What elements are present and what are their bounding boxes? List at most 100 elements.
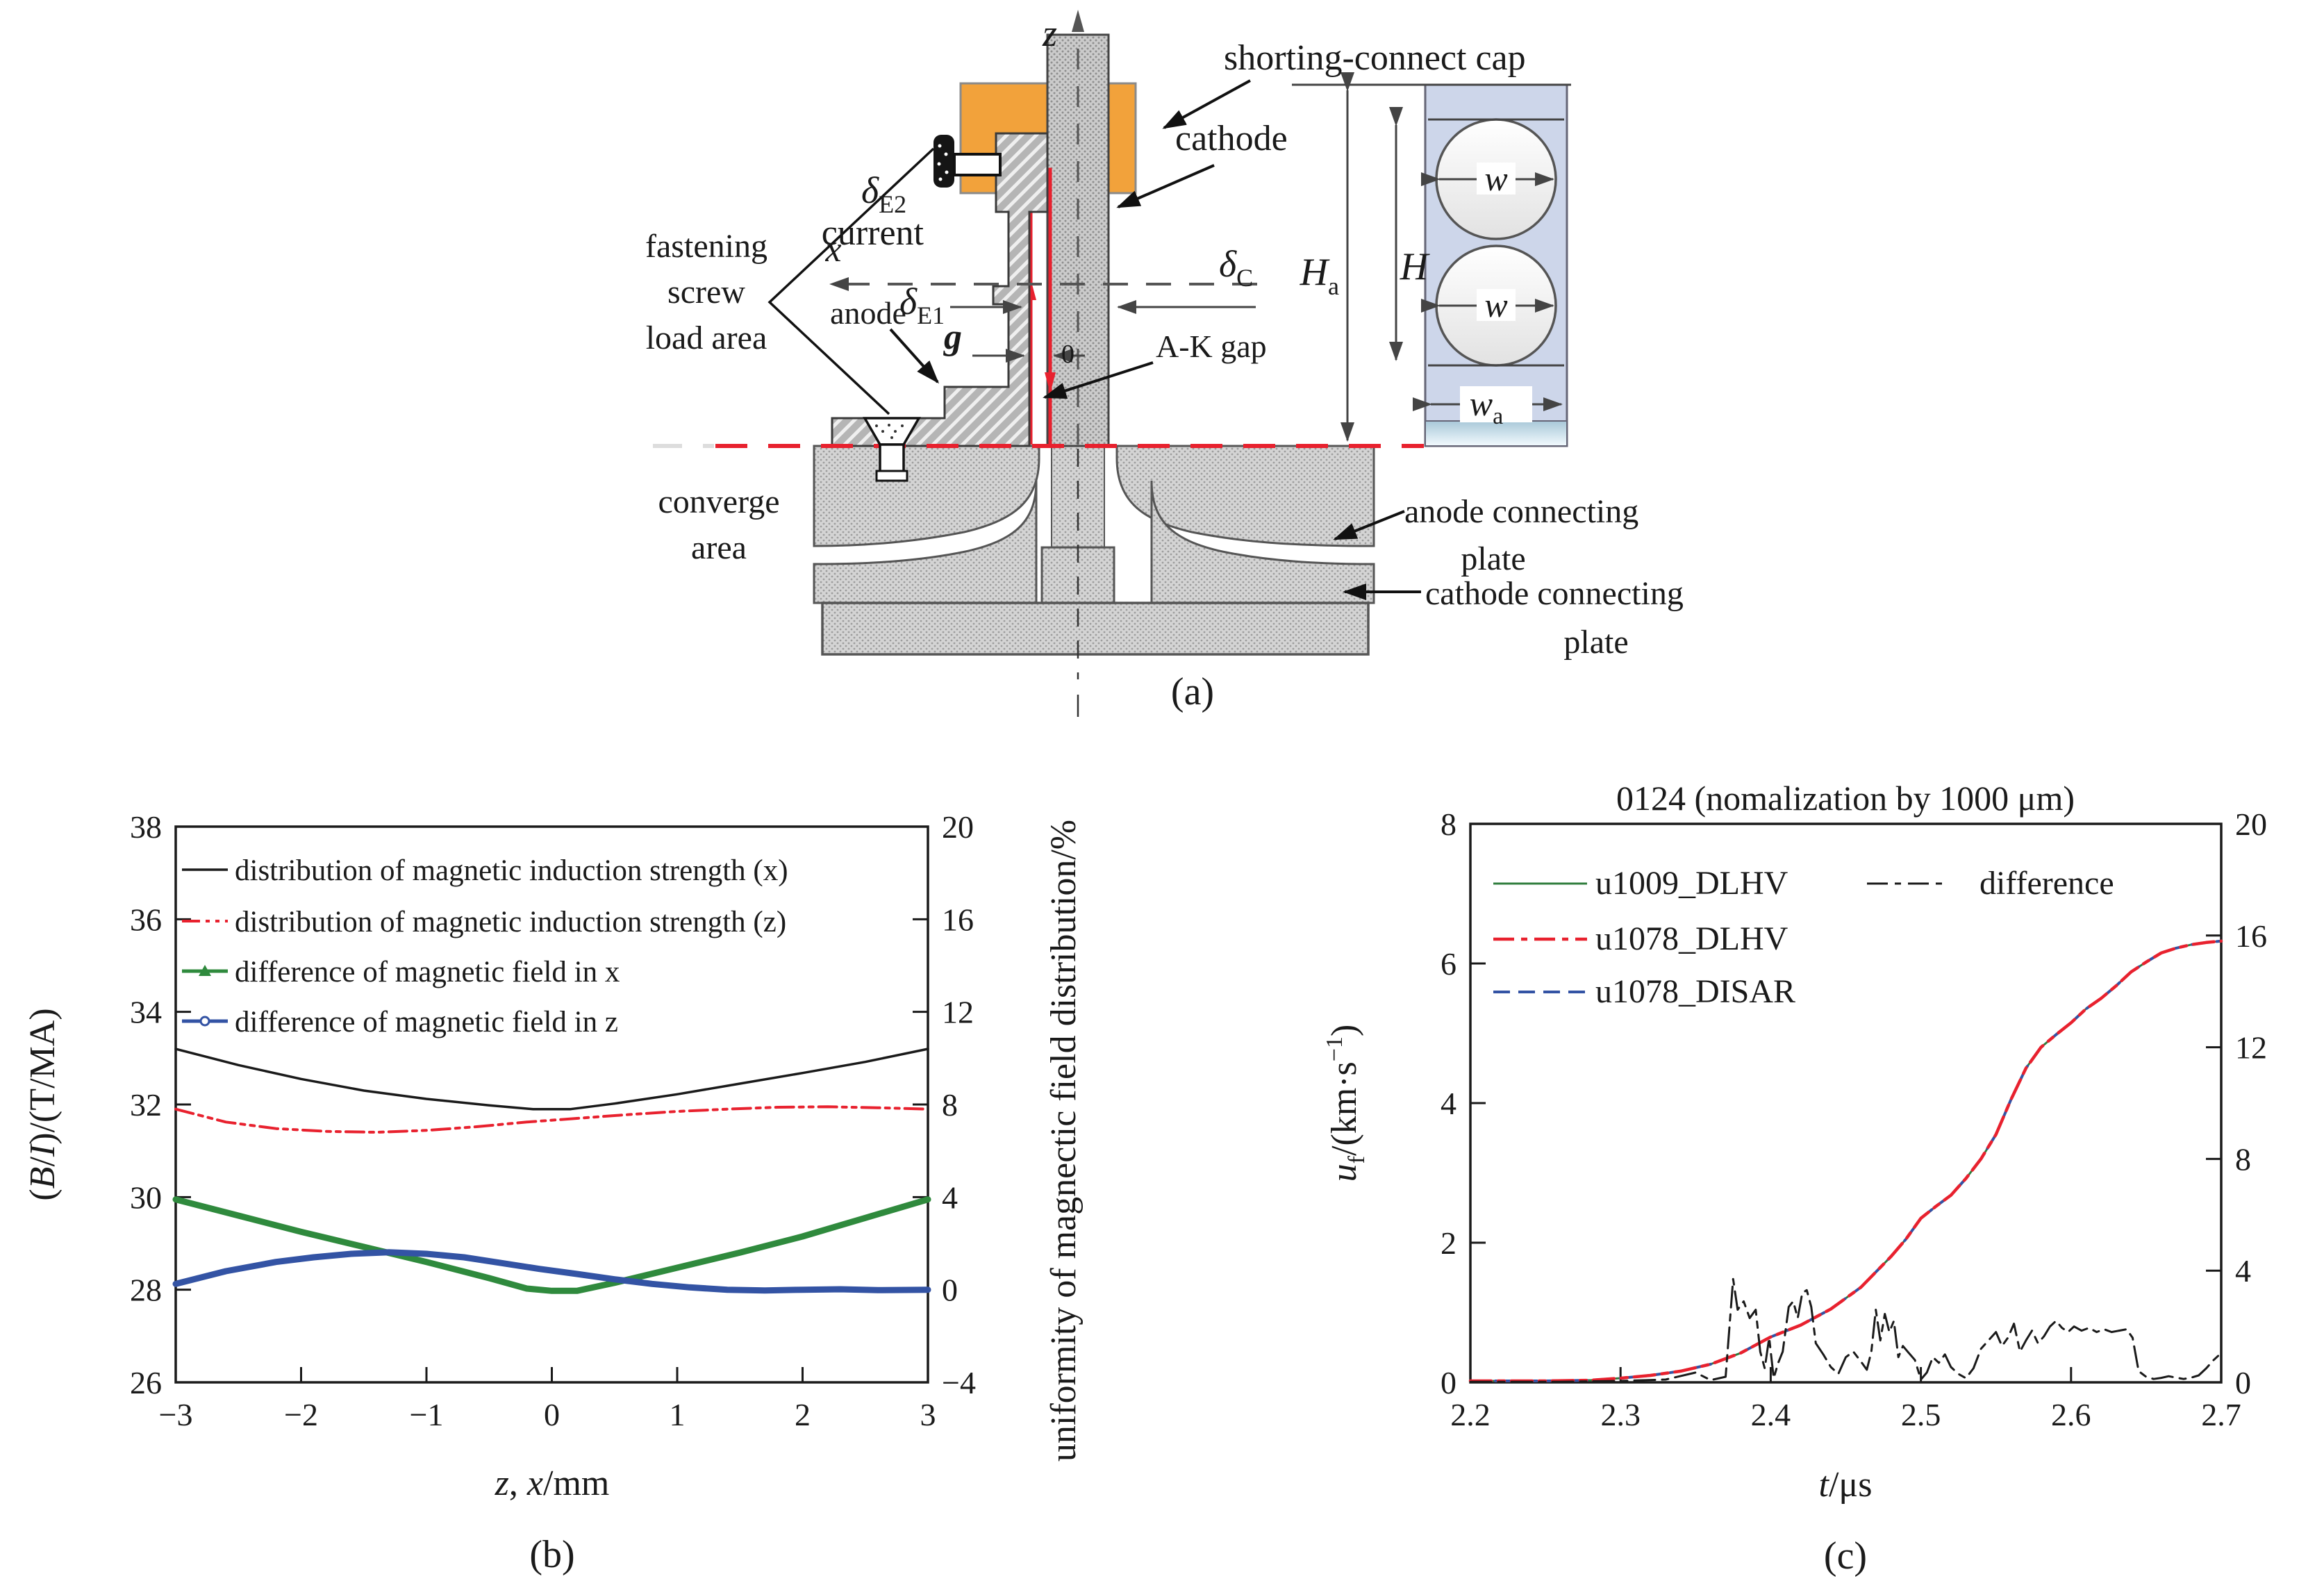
x-tick-label: 2 bbox=[795, 1397, 811, 1432]
right-tick-label: 12 bbox=[2235, 1030, 2267, 1066]
left-tick-label: 2 bbox=[1441, 1225, 1456, 1261]
x-tick-label: −1 bbox=[410, 1397, 444, 1432]
legend-label-3: difference of magnetic field in z bbox=[235, 1006, 618, 1038]
left-tick-label: 36 bbox=[130, 902, 162, 937]
legend-label-0: distribution of magnetic induction stren… bbox=[235, 854, 788, 887]
converge-area-structure bbox=[813, 445, 1375, 656]
x-tick-label: 2.6 bbox=[2051, 1397, 2091, 1432]
x-tick-label: 1 bbox=[670, 1397, 686, 1432]
z-axis-label: z bbox=[1042, 13, 1057, 54]
converge-label-1: converge bbox=[658, 483, 779, 520]
w-label-bottom: w bbox=[1484, 285, 1507, 324]
g-label: g bbox=[943, 317, 962, 357]
x-tick-label: −3 bbox=[159, 1397, 193, 1432]
anode-connecting-plate-left bbox=[813, 445, 1040, 547]
anode-body bbox=[831, 132, 1049, 447]
fastening-label-2: screw bbox=[667, 274, 745, 311]
right-tick-label: 20 bbox=[942, 809, 974, 845]
deltaE2-label: δE2 bbox=[861, 169, 906, 218]
x-tick-label: 2.2 bbox=[1450, 1397, 1491, 1432]
anode-plate-label-2: plate bbox=[1461, 540, 1525, 577]
right-tick-label: 4 bbox=[2235, 1253, 2251, 1289]
cathode-plate-label-2: plate bbox=[1563, 624, 1628, 661]
chart-c-plot: 2.2 2.3 2.4 2.5 2.6 2.702468048121620u1009_DL… bbox=[1441, 806, 2267, 1432]
cathode-label: cathode bbox=[1175, 119, 1288, 158]
z-axis-arrowhead bbox=[1072, 10, 1084, 32]
series-line-2 bbox=[1469, 939, 2223, 1382]
x-tick-label: 2.5 bbox=[1901, 1397, 1941, 1432]
series-line-3 bbox=[1469, 1277, 2223, 1383]
chart-b-ylabel-left: (B/I)/(T/MA) bbox=[23, 1008, 63, 1200]
chart-b-caption: (b) bbox=[529, 1533, 574, 1576]
series-line-0 bbox=[174, 1048, 929, 1111]
x-axis-label: x bbox=[824, 230, 841, 270]
series-line-1 bbox=[174, 1105, 929, 1134]
legend-label-3: difference bbox=[1979, 865, 2114, 902]
anode-plate-pointer-arrow bbox=[1333, 510, 1405, 540]
cathode-pointer-arrow bbox=[1116, 164, 1215, 208]
right-tick-label: 16 bbox=[2235, 918, 2267, 954]
current-label: current bbox=[822, 213, 924, 253]
right-tick-label: 8 bbox=[2235, 1141, 2251, 1177]
deltaE1-label: δE1 bbox=[899, 281, 945, 329]
current-down-arrow bbox=[1045, 372, 1056, 393]
shorting-cap-label: shorting-connect cap bbox=[1224, 38, 1526, 78]
left-tick-label: 0 bbox=[1441, 1365, 1456, 1400]
fastening-screw-top bbox=[933, 135, 1002, 188]
origin-label: 0 bbox=[1061, 340, 1074, 369]
chart-b-plot: −3 −2 −1 0 1 2 326283032343638−4048121620distr… bbox=[130, 809, 976, 1432]
right-tick-label: 16 bbox=[942, 902, 974, 937]
legend-label-1: u1078_DLHV bbox=[1595, 920, 1788, 957]
fastening-label-1: fastening bbox=[645, 228, 767, 265]
chart-b-ylabel-right: uniformity of magnectic field distributi… bbox=[1044, 820, 1084, 1462]
chart-c: 2.2 2.3 2.4 2.5 2.6 2.702468048121620u1009_DL… bbox=[1322, 779, 2267, 1578]
chart-c-xlabel: t/μs bbox=[1818, 1465, 1872, 1505]
anode-connecting-plate-right bbox=[1115, 445, 1375, 547]
x-tick-label: 2.7 bbox=[2201, 1397, 2241, 1432]
left-tick-label: 28 bbox=[130, 1273, 162, 1308]
left-tick-label: 4 bbox=[1441, 1086, 1456, 1121]
series-line-3 bbox=[172, 1249, 931, 1294]
right-tick-label: 8 bbox=[942, 1087, 958, 1123]
wa-label: wa bbox=[1470, 384, 1503, 429]
cathode-connecting-plate-left bbox=[813, 480, 1038, 604]
right-tick-label: 0 bbox=[2235, 1365, 2251, 1400]
cathode-connecting-plate-right bbox=[1150, 480, 1375, 604]
x-tick-label: −2 bbox=[284, 1397, 318, 1432]
fastening-pointer-lines bbox=[767, 147, 935, 415]
anode-label: anode bbox=[830, 295, 906, 331]
left-tick-label: 8 bbox=[1441, 806, 1456, 842]
legend-label-2: difference of magnetic field in x bbox=[235, 956, 620, 988]
chart-b: −3 −2 −1 0 1 2 326283032343638−4048121620distr… bbox=[23, 809, 1084, 1576]
legend-marker-triangle bbox=[199, 965, 211, 976]
chart-c-title: 0124 (nomalization by 1000 μm) bbox=[1616, 779, 2075, 818]
x-tick-label: 2.3 bbox=[1600, 1397, 1641, 1432]
countersunk-screw bbox=[862, 417, 922, 482]
Ha-label: Ha bbox=[1300, 251, 1339, 300]
left-tick-label: 26 bbox=[130, 1365, 162, 1400]
chart-c-ylabel: uf/(km·s−1) bbox=[1322, 1025, 1370, 1182]
cap-pointer-arrow bbox=[1162, 79, 1251, 129]
cathode-plate-label-1: cathode connecting bbox=[1425, 575, 1684, 612]
cathode-plate-bottom-slab bbox=[821, 602, 1370, 656]
chart-c-caption: (c) bbox=[1824, 1534, 1867, 1578]
x-tick-label: 0 bbox=[544, 1397, 560, 1432]
legend-label-1: distribution of magnetic induction stren… bbox=[235, 906, 786, 938]
right-tick-label: −4 bbox=[942, 1365, 976, 1400]
H-label: H bbox=[1400, 245, 1430, 288]
right-tick-label: 4 bbox=[942, 1179, 958, 1215]
anode-pointer-arrow bbox=[889, 328, 940, 384]
series-line-2 bbox=[172, 1196, 931, 1294]
chart-b-xlabel: z, x/mm bbox=[495, 1464, 610, 1503]
x-tick-label: 2.4 bbox=[1751, 1397, 1791, 1432]
deltaC-label: δC bbox=[1219, 243, 1253, 292]
right-tick-label: 0 bbox=[942, 1273, 958, 1308]
x-tick-label: 3 bbox=[920, 1397, 936, 1432]
fastening-label-3: load area bbox=[646, 320, 767, 356]
left-tick-label: 30 bbox=[130, 1179, 162, 1215]
series-line-0 bbox=[1469, 940, 2223, 1382]
left-tick-label: 32 bbox=[130, 1087, 162, 1123]
left-tick-label: 6 bbox=[1441, 946, 1456, 982]
right-tick-label: 20 bbox=[2235, 806, 2267, 842]
